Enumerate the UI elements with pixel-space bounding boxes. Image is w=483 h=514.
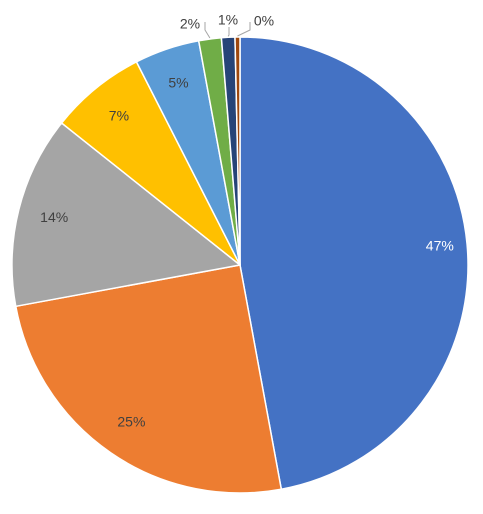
- pie-label-4: 7%: [109, 107, 129, 123]
- pie-label-1: 47%: [426, 237, 454, 253]
- pie-leader-line-8: [237, 22, 251, 37]
- pie-leader-line-7: [227, 27, 230, 37]
- pie-slice-2: [15, 264, 283, 494]
- pie-slices: [11, 36, 469, 494]
- pie-leader-line-6: [204, 22, 211, 39]
- pie-label-3: 14%: [40, 209, 68, 225]
- pie-slice-3: [11, 122, 241, 308]
- pie-label-2: 25%: [117, 413, 145, 429]
- pie-label-8: 0%: [254, 13, 274, 29]
- pie-label-5: 5%: [168, 74, 188, 90]
- pie-label-6: 2%: [180, 16, 200, 32]
- pie-leader-lines: [204, 22, 251, 39]
- pie-slice-1: [239, 36, 469, 490]
- pie-data-labels: 47% 25% 14% 7% 5% 2% 1% 0%: [40, 12, 454, 430]
- pie-slice-8: [234, 36, 241, 266]
- pie-label-7: 1%: [218, 12, 238, 28]
